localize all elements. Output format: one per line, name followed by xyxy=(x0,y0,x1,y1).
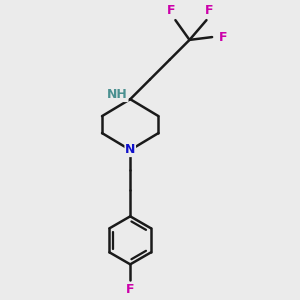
Text: F: F xyxy=(167,4,176,17)
Text: F: F xyxy=(205,4,214,17)
Text: N: N xyxy=(125,143,135,157)
Text: NH: NH xyxy=(107,88,128,101)
Text: F: F xyxy=(219,31,228,44)
Text: F: F xyxy=(126,283,134,296)
